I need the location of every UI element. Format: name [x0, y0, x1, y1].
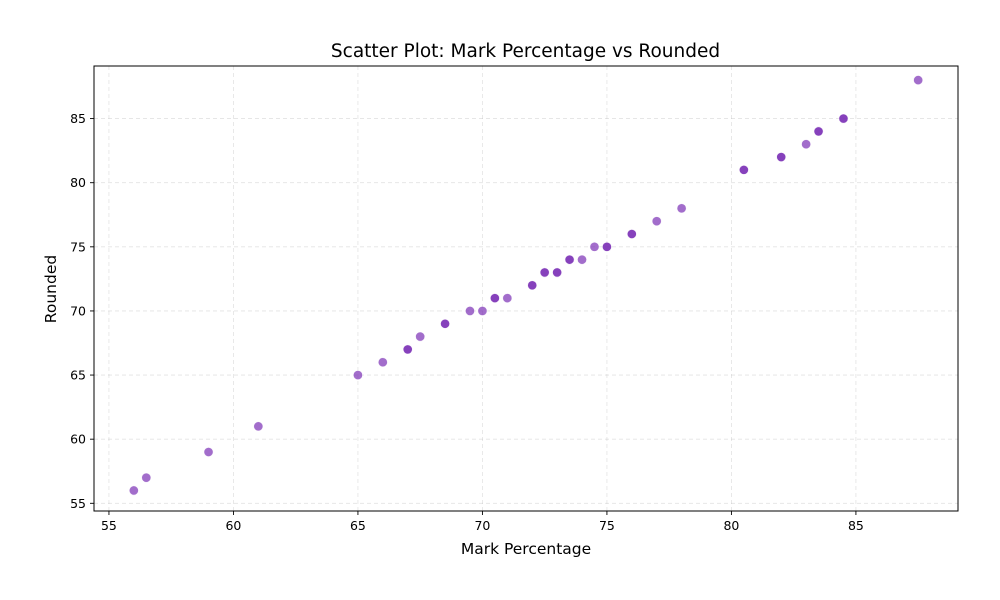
data-point	[527, 280, 538, 291]
data-point	[440, 318, 450, 329]
data-point	[626, 229, 637, 239]
data-point	[465, 306, 475, 316]
y-tick-label: 60	[70, 432, 86, 447]
data-point	[813, 126, 824, 137]
grid-lines	[94, 66, 958, 511]
x-tick-label: 55	[101, 518, 117, 533]
data-point	[141, 472, 152, 483]
data-point	[552, 267, 563, 278]
data-point	[913, 75, 924, 86]
data-points	[128, 75, 924, 496]
y-tick-label: 80	[70, 175, 86, 190]
data-point	[602, 241, 612, 252]
data-point	[776, 152, 787, 162]
data-point	[539, 267, 550, 278]
data-point	[353, 370, 363, 380]
y-tick-label: 65	[70, 368, 86, 383]
data-point	[801, 139, 812, 150]
x-tick-label: 85	[848, 518, 864, 533]
data-point	[489, 293, 500, 304]
data-point	[676, 203, 687, 214]
x-tick-label: 60	[225, 518, 241, 533]
data-point	[377, 357, 388, 368]
data-point	[502, 293, 513, 304]
data-point	[253, 421, 264, 432]
x-tick-label: 80	[723, 518, 739, 533]
data-point	[128, 485, 139, 496]
x-tick-label: 70	[474, 518, 490, 533]
y-tick-label: 70	[70, 303, 86, 318]
x-tick-label: 75	[599, 518, 615, 533]
data-point	[577, 254, 587, 265]
data-point	[589, 241, 600, 252]
data-point	[203, 447, 214, 457]
plot-area	[93, 65, 959, 512]
y-tick-label: 55	[70, 496, 86, 511]
data-point	[651, 216, 662, 227]
data-point	[402, 344, 413, 355]
chart-title: Scatter Plot: Mark Percentage vs Rounded	[331, 41, 720, 62]
axis-ticks: 55 60 65 70 75 80 85 55 60 65 70 75 80 85	[70, 111, 864, 533]
data-point	[564, 254, 575, 265]
y-tick-label: 75	[70, 239, 86, 254]
y-tick-label: 85	[70, 111, 86, 126]
x-tick-label: 65	[350, 518, 366, 533]
data-point	[415, 331, 426, 342]
data-point	[477, 306, 488, 316]
data-point	[738, 164, 749, 175]
data-point	[838, 113, 849, 124]
x-axis-label: Mark Percentage	[461, 540, 591, 558]
y-axis-label: Rounded	[42, 255, 60, 323]
